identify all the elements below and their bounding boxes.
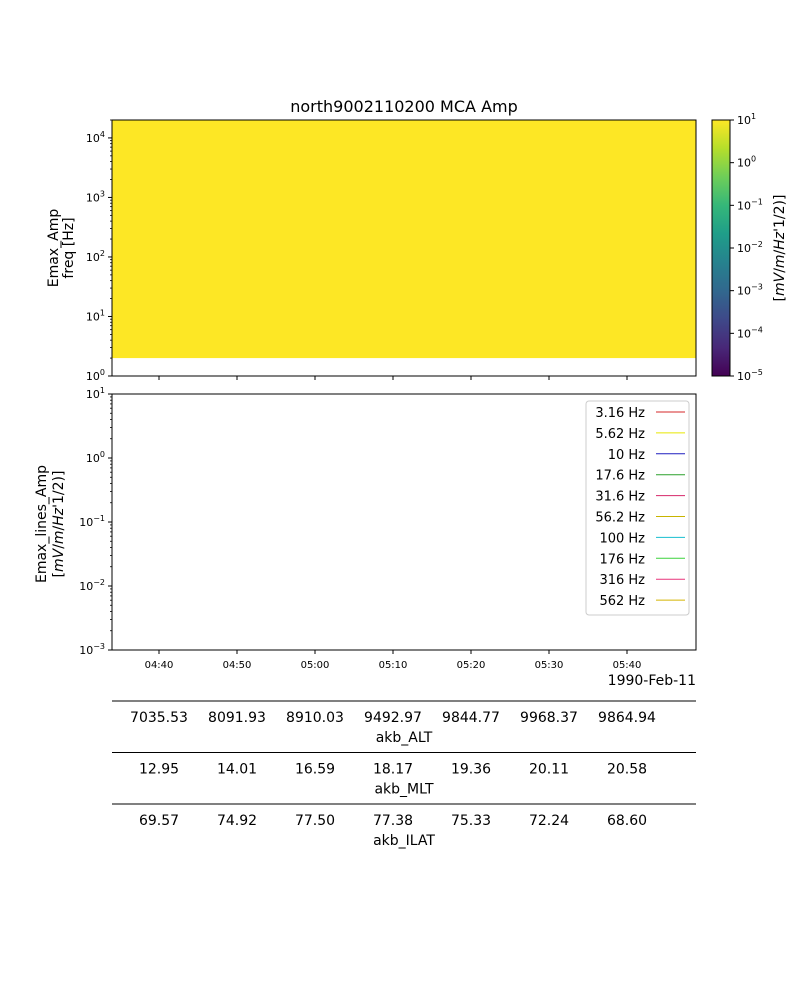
y-tick-label: 101	[86, 308, 105, 323]
legend-label: 176 Hz	[599, 552, 645, 567]
colorbar-tick-label: 10−3	[737, 283, 763, 298]
legend-label: 10 Hz	[608, 448, 645, 463]
colorbar-tick-label: 10−5	[737, 368, 763, 383]
legend-label: 17.6 Hz	[595, 469, 645, 484]
spectrogram-y-label-unit: freq [Hz]	[61, 217, 77, 278]
colorbar-gradient	[712, 120, 730, 376]
spectrogram-y-label: Emax_Amp	[46, 209, 62, 288]
x-tick-label: 04:50	[223, 660, 252, 671]
table-row-label: akb_ALT	[376, 730, 433, 746]
colorbar-tick-label: 10−2	[737, 240, 763, 255]
table-cell: 12.95	[139, 762, 179, 778]
table-cell: 16.59	[295, 762, 335, 778]
colorbar-tick-label: 10−4	[737, 325, 763, 340]
legend-label: 316 Hz	[599, 573, 645, 588]
table-cell: 20.11	[529, 762, 569, 778]
spectrogram-panel: north9002110200 MCA Amp 100101102103104 …	[46, 97, 697, 383]
table-cell: 69.57	[139, 813, 179, 829]
table-cell: 77.50	[295, 813, 335, 829]
table-cell: 9492.97	[364, 710, 422, 726]
y-tick-label: 100	[86, 450, 105, 465]
lines-y-label-unit: [mV/m/Hz'1/2)]	[51, 471, 67, 578]
x-tick-label: 05:10	[379, 660, 408, 671]
spectrogram-frame	[111, 119, 697, 377]
lines-x-ticks: 04:40 04:50 05:00 05:10 05:20 05:30 05:40	[145, 650, 642, 671]
lines-y-ticks: 10−3 10−2 10−1 100 101	[79, 386, 112, 657]
legend-label: 100 Hz	[599, 531, 645, 546]
legend: 3.16 Hz 5.62 Hz 10 Hz 17.6 Hz 31.6 Hz 56.2 Hz…	[585, 400, 690, 616]
colorbar-tick-label: 101	[737, 112, 756, 127]
lines-y-label: Emax_lines_Amp	[34, 465, 50, 583]
ephemeris-table: 7035.53 8091.93 8910.03 9492.97 9844.77 9968.…	[112, 700, 696, 849]
spectrogram-y-ticks: 100 101 102 103 104	[86, 119, 112, 383]
colorbar-ticks: 101 100 10−1 10−2 10−3 10−4 10−5	[730, 112, 763, 383]
table-cell: 14.01	[217, 762, 257, 778]
table-cell: 9968.37	[520, 710, 578, 726]
y-tick-label: 104	[86, 130, 105, 145]
legend-label: 3.16 Hz	[595, 406, 645, 421]
y-tick-label: 10−1	[79, 514, 105, 529]
legend-label: 31.6 Hz	[595, 490, 645, 505]
x-tick-label: 05:30	[535, 660, 564, 671]
spectrogram-fill	[112, 120, 696, 359]
table-cell: 18.17	[373, 762, 413, 778]
x-tick-label: 05:00	[301, 660, 330, 671]
legend-box	[585, 400, 690, 616]
y-tick-label: 101	[86, 386, 105, 401]
table-cell: 8910.03	[286, 710, 344, 726]
table-cell: 9864.94	[598, 710, 656, 726]
table-cell: 74.92	[217, 813, 257, 829]
y-tick-label: 10−3	[79, 642, 105, 657]
legend-label: 562 Hz	[599, 594, 645, 609]
table-cell: 72.24	[529, 813, 569, 829]
table-cell: 9844.77	[442, 710, 500, 726]
spectrogram-x-ticks	[158, 376, 628, 380]
y-tick-label: 100	[86, 368, 105, 383]
colorbar-tick-label: 10−1	[737, 197, 763, 212]
table-cell: 68.60	[607, 813, 647, 829]
x-tick-label: 04:40	[145, 660, 174, 671]
chart-title: north9002110200 MCA Amp	[290, 97, 518, 116]
legend-label: 56.2 Hz	[595, 511, 645, 526]
colorbar: 101 100 10−1 10−2 10−3 10−4 10−5 [mV/m/Hz'1/2)…	[711, 112, 788, 383]
legend-label: 5.62 Hz	[595, 427, 645, 442]
table-cell: 75.33	[451, 813, 491, 829]
table-row-label: akb_MLT	[374, 782, 434, 798]
table-cell: 19.36	[451, 762, 491, 778]
table-cell: 77.38	[373, 813, 413, 829]
x-tick-label: 05:40	[613, 660, 642, 671]
colorbar-tick-label: 100	[737, 155, 756, 170]
y-tick-label: 10−2	[79, 578, 105, 593]
date-label: 1990-Feb-11	[608, 673, 696, 689]
y-tick-label: 103	[86, 189, 105, 204]
table-cell: 20.58	[607, 762, 647, 778]
x-tick-label: 05:20	[457, 660, 486, 671]
colorbar-label: [mV/m/Hz'1/2)]	[772, 195, 788, 302]
y-tick-label: 102	[86, 249, 105, 264]
table-cell: 8091.93	[208, 710, 266, 726]
table-cell: 7035.53	[130, 710, 188, 726]
table-row-label: akb_ILAT	[373, 833, 435, 849]
